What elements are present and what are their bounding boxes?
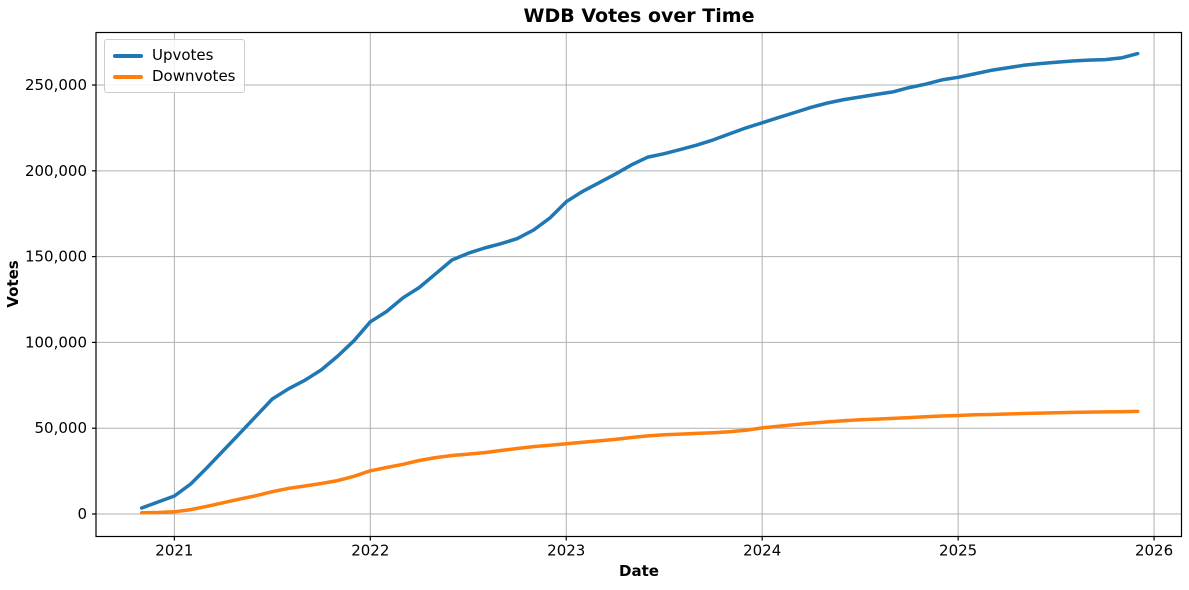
x-tick-label: 2023 [547, 542, 585, 560]
upvotes-line-swatch-icon [113, 53, 143, 58]
y-tick-label: 0 [77, 505, 87, 523]
x-tick-label: 2025 [939, 542, 977, 560]
y-tick-label: 150,000 [25, 248, 87, 266]
legend-label-downvotes: Downvotes [152, 67, 236, 85]
x-tick-label: 2026 [1135, 542, 1173, 560]
legend: Upvotes Downvotes [104, 39, 246, 93]
y-tick-label: 200,000 [25, 162, 87, 180]
x-tick-label: 2021 [155, 542, 193, 560]
x-axis-label: Date [619, 562, 659, 580]
legend-item-downvotes: Downvotes [113, 66, 235, 87]
plot-border [95, 31, 1183, 538]
upvotes-line [139, 51, 1140, 510]
y-tick-label: 250,000 [25, 76, 87, 94]
downvotes-line-swatch-icon [113, 74, 143, 79]
chart-title: WDB Votes over Time [523, 5, 755, 27]
y-tick-label: 100,000 [25, 333, 87, 351]
y-axis-label: Votes [4, 260, 22, 308]
x-tick-label: 2024 [743, 542, 781, 560]
legend-item-upvotes: Upvotes [113, 45, 235, 66]
y-tick-label: 50,000 [35, 419, 88, 437]
x-tick-label: 2022 [351, 542, 389, 560]
legend-label-upvotes: Upvotes [152, 46, 214, 64]
downvotes-line [139, 409, 1140, 515]
